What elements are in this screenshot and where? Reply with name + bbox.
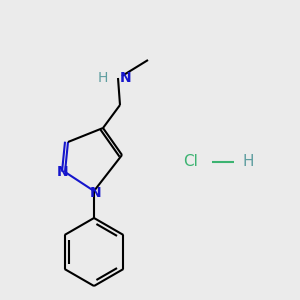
- Text: H: H: [242, 154, 254, 169]
- Text: N: N: [120, 71, 132, 85]
- Text: N: N: [57, 165, 69, 179]
- Text: N: N: [90, 186, 102, 200]
- Text: H: H: [98, 71, 108, 85]
- Text: Cl: Cl: [183, 154, 198, 169]
